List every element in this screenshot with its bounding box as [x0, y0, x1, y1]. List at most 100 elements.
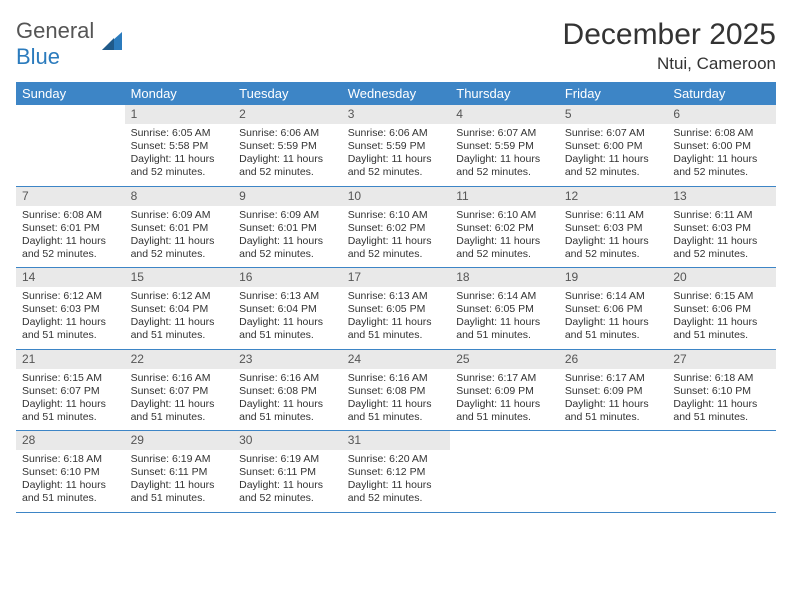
calendar-day-cell: 12Sunrise: 6:11 AMSunset: 6:03 PMDayligh…: [559, 186, 668, 268]
day-number: 14: [16, 268, 125, 287]
day-number: 18: [450, 268, 559, 287]
day-number: 16: [233, 268, 342, 287]
sunset-text: Sunset: 6:07 PM: [22, 385, 119, 398]
day-body: Sunrise: 6:19 AMSunset: 6:11 PMDaylight:…: [125, 450, 234, 512]
day-body: [450, 450, 559, 508]
daylight-text: Daylight: 11 hours and 52 minutes.: [131, 153, 228, 179]
day-body: Sunrise: 6:14 AMSunset: 6:06 PMDaylight:…: [559, 287, 668, 349]
daylight-text: Daylight: 11 hours and 51 minutes.: [131, 479, 228, 505]
day-number: 19: [559, 268, 668, 287]
daylight-text: Daylight: 11 hours and 51 minutes.: [22, 479, 119, 505]
calendar-day-cell: 3Sunrise: 6:06 AMSunset: 5:59 PMDaylight…: [342, 105, 451, 186]
sunset-text: Sunset: 6:00 PM: [673, 140, 770, 153]
calendar-day-cell: 23Sunrise: 6:16 AMSunset: 6:08 PMDayligh…: [233, 349, 342, 431]
sunrise-text: Sunrise: 6:17 AM: [456, 372, 553, 385]
calendar-day-cell: 22Sunrise: 6:16 AMSunset: 6:07 PMDayligh…: [125, 349, 234, 431]
brand-general: General: [16, 18, 94, 43]
calendar-day-cell: 10Sunrise: 6:10 AMSunset: 6:02 PMDayligh…: [342, 186, 451, 268]
sunrise-text: Sunrise: 6:15 AM: [22, 372, 119, 385]
day-number: 26: [559, 350, 668, 369]
daylight-text: Daylight: 11 hours and 52 minutes.: [456, 153, 553, 179]
day-body: Sunrise: 6:12 AMSunset: 6:04 PMDaylight:…: [125, 287, 234, 349]
calendar-week-row: 1Sunrise: 6:05 AMSunset: 5:58 PMDaylight…: [16, 105, 776, 186]
calendar-day-cell: 15Sunrise: 6:12 AMSunset: 6:04 PMDayligh…: [125, 268, 234, 350]
day-number: 21: [16, 350, 125, 369]
day-body: Sunrise: 6:06 AMSunset: 5:59 PMDaylight:…: [233, 124, 342, 186]
calendar-week-row: 28Sunrise: 6:18 AMSunset: 6:10 PMDayligh…: [16, 431, 776, 513]
calendar-day-cell: 19Sunrise: 6:14 AMSunset: 6:06 PMDayligh…: [559, 268, 668, 350]
sunrise-text: Sunrise: 6:14 AM: [456, 290, 553, 303]
sunset-text: Sunset: 6:11 PM: [239, 466, 336, 479]
sunrise-text: Sunrise: 6:13 AM: [239, 290, 336, 303]
day-body: [667, 450, 776, 508]
day-body: Sunrise: 6:07 AMSunset: 6:00 PMDaylight:…: [559, 124, 668, 186]
weekday-header: Friday: [559, 82, 668, 105]
sunset-text: Sunset: 6:03 PM: [673, 222, 770, 235]
calendar-day-cell: 24Sunrise: 6:16 AMSunset: 6:08 PMDayligh…: [342, 349, 451, 431]
calendar-day-cell: 18Sunrise: 6:14 AMSunset: 6:05 PMDayligh…: [450, 268, 559, 350]
brand-text: General Blue: [16, 18, 94, 70]
sunrise-text: Sunrise: 6:13 AM: [348, 290, 445, 303]
sunset-text: Sunset: 5:59 PM: [239, 140, 336, 153]
sunset-text: Sunset: 6:03 PM: [22, 303, 119, 316]
weekday-header-row: Sunday Monday Tuesday Wednesday Thursday…: [16, 82, 776, 105]
daylight-text: Daylight: 11 hours and 51 minutes.: [239, 398, 336, 424]
sunrise-text: Sunrise: 6:06 AM: [348, 127, 445, 140]
day-number: 8: [125, 187, 234, 206]
day-number: 20: [667, 268, 776, 287]
sunset-text: Sunset: 6:08 PM: [239, 385, 336, 398]
sunrise-text: Sunrise: 6:18 AM: [22, 453, 119, 466]
sunrise-text: Sunrise: 6:16 AM: [348, 372, 445, 385]
daylight-text: Daylight: 11 hours and 51 minutes.: [456, 316, 553, 342]
calendar-day-cell: [450, 431, 559, 513]
daylight-text: Daylight: 11 hours and 52 minutes.: [22, 235, 119, 261]
calendar-day-cell: [559, 431, 668, 513]
day-body: Sunrise: 6:18 AMSunset: 6:10 PMDaylight:…: [667, 369, 776, 431]
day-body: Sunrise: 6:16 AMSunset: 6:08 PMDaylight:…: [342, 369, 451, 431]
calendar-day-cell: 14Sunrise: 6:12 AMSunset: 6:03 PMDayligh…: [16, 268, 125, 350]
daylight-text: Daylight: 11 hours and 51 minutes.: [348, 398, 445, 424]
sunset-text: Sunset: 5:59 PM: [456, 140, 553, 153]
sunset-text: Sunset: 6:09 PM: [565, 385, 662, 398]
daylight-text: Daylight: 11 hours and 52 minutes.: [673, 153, 770, 179]
day-number: 4: [450, 105, 559, 124]
calendar-body: 1Sunrise: 6:05 AMSunset: 5:58 PMDaylight…: [16, 105, 776, 512]
day-body: Sunrise: 6:08 AMSunset: 6:01 PMDaylight:…: [16, 206, 125, 268]
calendar-day-cell: 1Sunrise: 6:05 AMSunset: 5:58 PMDaylight…: [125, 105, 234, 186]
calendar-week-row: 14Sunrise: 6:12 AMSunset: 6:03 PMDayligh…: [16, 268, 776, 350]
calendar-day-cell: 20Sunrise: 6:15 AMSunset: 6:06 PMDayligh…: [667, 268, 776, 350]
day-body: Sunrise: 6:07 AMSunset: 5:59 PMDaylight:…: [450, 124, 559, 186]
daylight-text: Daylight: 11 hours and 52 minutes.: [131, 235, 228, 261]
weekday-header: Monday: [125, 82, 234, 105]
day-number: 11: [450, 187, 559, 206]
day-number: 2: [233, 105, 342, 124]
sunrise-text: Sunrise: 6:12 AM: [22, 290, 119, 303]
weekday-header: Saturday: [667, 82, 776, 105]
day-body: Sunrise: 6:09 AMSunset: 6:01 PMDaylight:…: [125, 206, 234, 268]
daylight-text: Daylight: 11 hours and 51 minutes.: [673, 316, 770, 342]
day-body: Sunrise: 6:11 AMSunset: 6:03 PMDaylight:…: [559, 206, 668, 268]
month-title: December 2025: [563, 18, 776, 52]
sunrise-text: Sunrise: 6:07 AM: [456, 127, 553, 140]
day-body: Sunrise: 6:16 AMSunset: 6:07 PMDaylight:…: [125, 369, 234, 431]
day-body: Sunrise: 6:13 AMSunset: 6:05 PMDaylight:…: [342, 287, 451, 349]
sunset-text: Sunset: 5:58 PM: [131, 140, 228, 153]
day-number: 29: [125, 431, 234, 450]
day-number: 1: [125, 105, 234, 124]
weekday-header: Wednesday: [342, 82, 451, 105]
calendar-day-cell: 4Sunrise: 6:07 AMSunset: 5:59 PMDaylight…: [450, 105, 559, 186]
day-number: 7: [16, 187, 125, 206]
sunrise-text: Sunrise: 6:12 AM: [131, 290, 228, 303]
calendar-day-cell: 5Sunrise: 6:07 AMSunset: 6:00 PMDaylight…: [559, 105, 668, 186]
weekday-header: Thursday: [450, 82, 559, 105]
location-text: Ntui, Cameroon: [563, 54, 776, 74]
day-body: Sunrise: 6:12 AMSunset: 6:03 PMDaylight:…: [16, 287, 125, 349]
day-body: Sunrise: 6:17 AMSunset: 6:09 PMDaylight:…: [450, 369, 559, 431]
day-number: 9: [233, 187, 342, 206]
day-body: Sunrise: 6:16 AMSunset: 6:08 PMDaylight:…: [233, 369, 342, 431]
calendar-day-cell: 25Sunrise: 6:17 AMSunset: 6:09 PMDayligh…: [450, 349, 559, 431]
sunrise-text: Sunrise: 6:18 AM: [673, 372, 770, 385]
daylight-text: Daylight: 11 hours and 51 minutes.: [565, 316, 662, 342]
sunset-text: Sunset: 6:12 PM: [348, 466, 445, 479]
sunset-text: Sunset: 6:08 PM: [348, 385, 445, 398]
